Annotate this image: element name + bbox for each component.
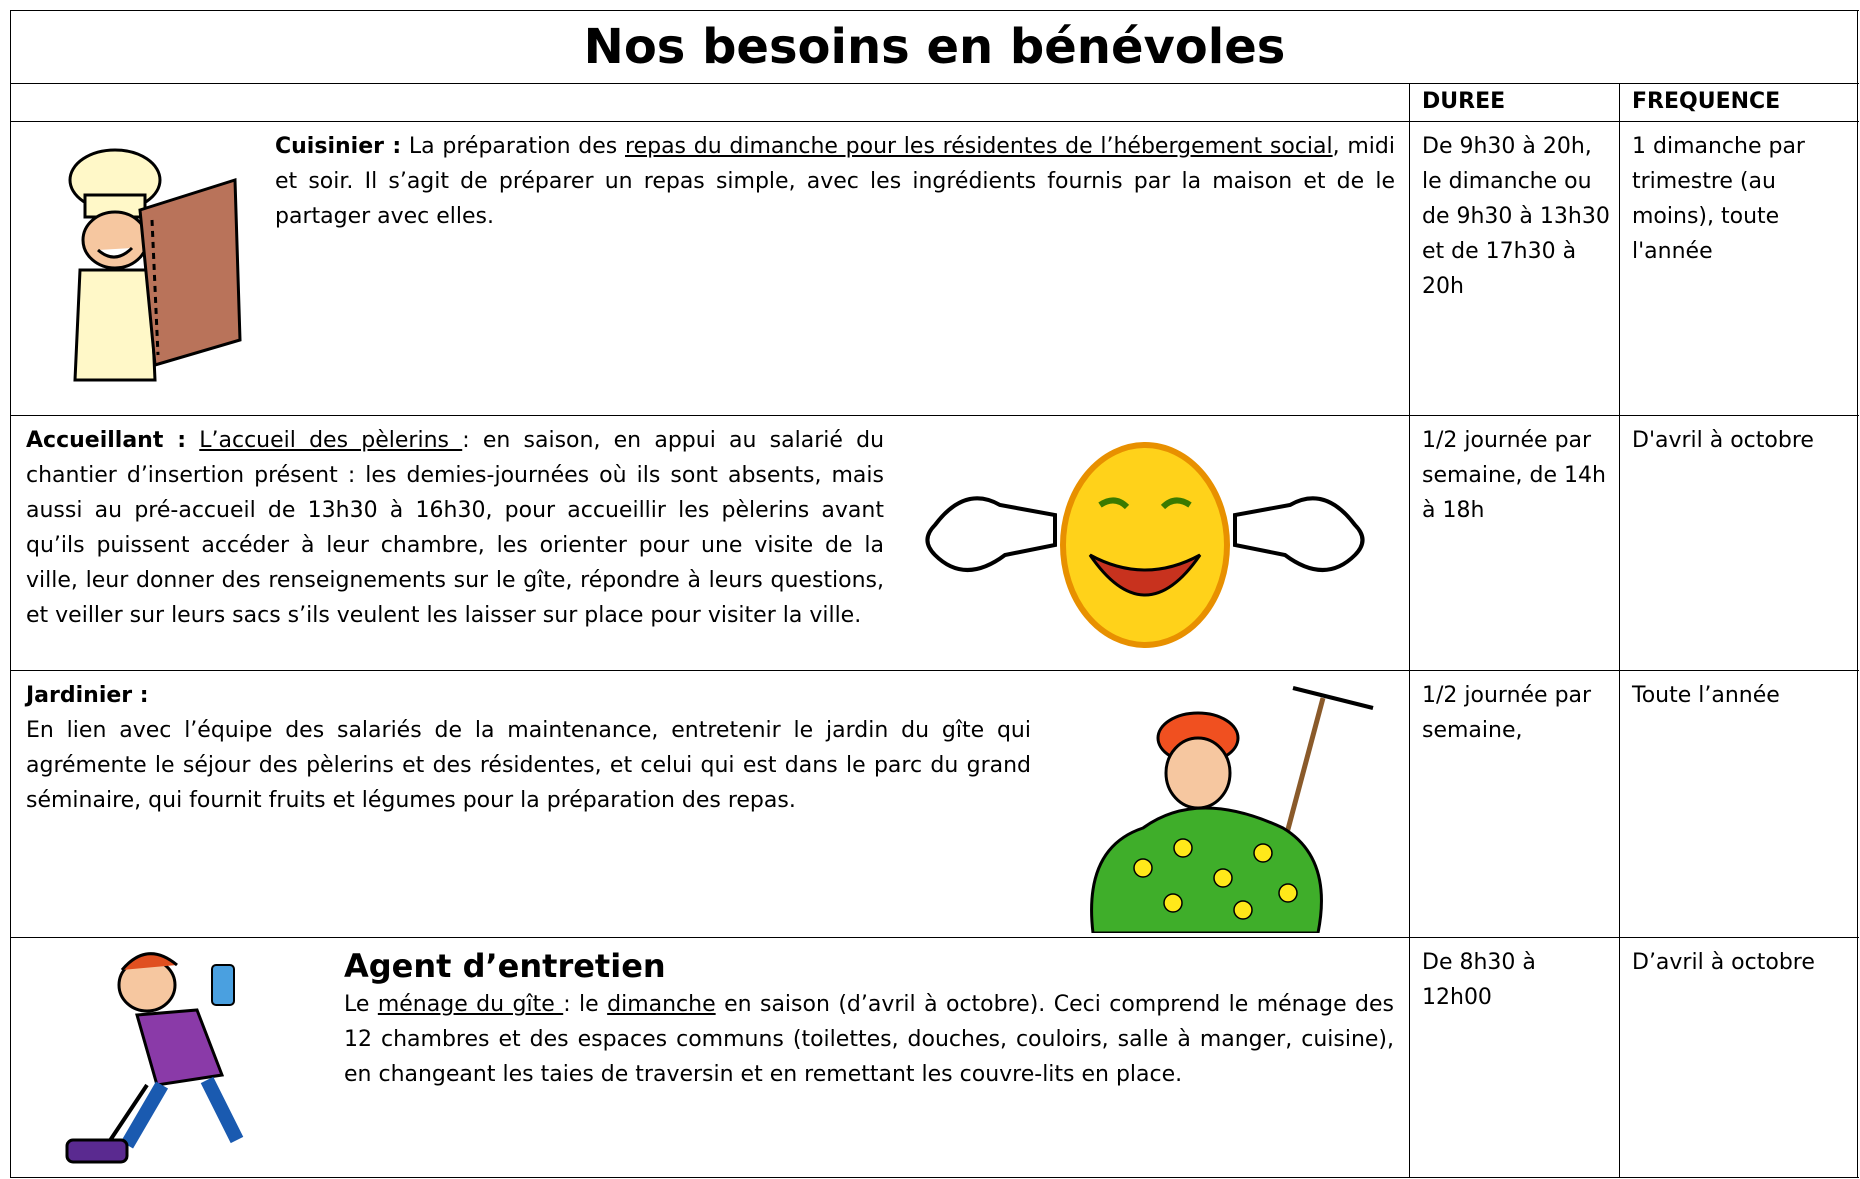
header-duree: DUREE <box>1422 89 1506 114</box>
text: La préparation des <box>401 134 626 159</box>
frequence: 1 dimanche par trimestre (au moins), tou… <box>1632 134 1805 264</box>
border <box>10 670 1859 671</box>
border <box>10 121 1859 122</box>
text <box>186 428 199 453</box>
smiley-illustration <box>925 442 1365 648</box>
title: Nos besoins en bénévoles <box>583 19 1286 75</box>
header-frequence: FREQUENCE <box>1632 89 1781 114</box>
frequence: D’avril à octobre <box>1632 950 1815 975</box>
row-description: Agent d’entretien Le ménage du gîte : le … <box>344 945 1394 1092</box>
duree: De 9h30 à 20h, le dimanche ou de 9h30 à … <box>1422 134 1610 299</box>
underlined-text: L’accueil des pèlerins <box>199 428 463 453</box>
row-description: Cuisinier : La préparation des repas du … <box>275 129 1395 234</box>
frequence: Toute l’année <box>1632 683 1780 708</box>
row-label: Accueillant : <box>26 428 187 453</box>
text: , midi et soir. Il s’agit de préparer un… <box>275 134 1395 229</box>
border <box>1409 83 1410 1178</box>
gardener-illustration <box>1090 686 1374 933</box>
underlined-text: ménage du gîte <box>377 992 564 1017</box>
border <box>10 415 1859 416</box>
border <box>10 10 1859 11</box>
chef-illustration <box>68 148 242 382</box>
border <box>10 83 1859 84</box>
text: : en saison, en appui au salarié du chan… <box>26 428 885 628</box>
border <box>10 1177 1859 1178</box>
border <box>10 937 1859 938</box>
border <box>1619 83 1620 1178</box>
duree: 1/2 journée par semaine, <box>1422 683 1592 743</box>
border <box>1857 10 1858 1178</box>
text: Le <box>344 992 378 1017</box>
row-description: Accueillant : L’accueil des pèlerins : e… <box>26 423 884 633</box>
frequence: D'avril à octobre <box>1632 428 1814 453</box>
text: En lien avec l’équipe des salariés de la… <box>26 718 1031 813</box>
border <box>10 10 11 1178</box>
underlined-text: dimanche <box>607 992 716 1017</box>
text: en saison (d’avril à octobre). Ceci comp… <box>344 992 1394 1087</box>
text: : le <box>563 992 608 1017</box>
row-description: Jardinier : En lien avec l’équipe des sal… <box>26 678 1031 818</box>
row-heading: Agent d’entretien <box>344 947 666 985</box>
duree: 1/2 journée par semaine, de 14h à 18h <box>1422 428 1606 523</box>
cleaner-illustration <box>65 952 244 1164</box>
underlined-text: repas du dimanche pour les résidentes de… <box>625 134 1333 159</box>
row-label: Cuisinier : <box>275 134 402 159</box>
duree: De 8h30 à 12h00 <box>1422 950 1536 1010</box>
row-label: Jardinier : <box>26 683 149 708</box>
